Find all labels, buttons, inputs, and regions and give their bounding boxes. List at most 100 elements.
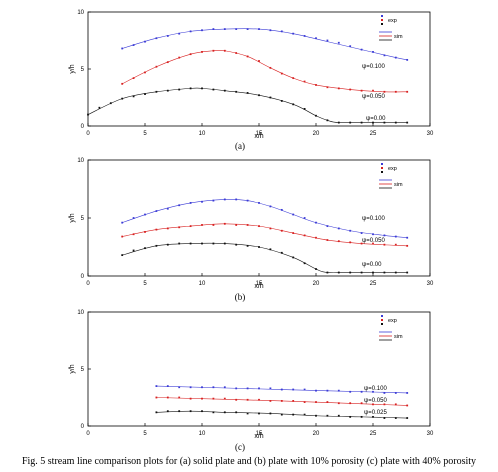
- exp-point-blue: [326, 225, 329, 228]
- legend-exp-marker: [381, 315, 383, 317]
- x-tick-label: 30: [427, 131, 434, 137]
- exp-point-black: [394, 121, 397, 124]
- exp-point-blue: [360, 232, 363, 234]
- exp-point-black: [280, 100, 283, 102]
- exp-point-red: [166, 227, 169, 230]
- exp-point-blue: [337, 227, 340, 230]
- exp-point-red: [235, 224, 238, 226]
- y-tick-label: 10: [77, 10, 84, 16]
- exp-point-red: [326, 86, 329, 89]
- exp-point-black: [98, 106, 101, 109]
- exp-point-black: [280, 413, 283, 416]
- exp-point-black: [189, 410, 192, 413]
- exp-point-red: [178, 396, 181, 399]
- exp-point-black: [303, 413, 306, 416]
- exp-point-red: [223, 397, 226, 400]
- y-tick-label: 10: [77, 310, 84, 316]
- x-tick-label: 15: [256, 131, 263, 137]
- exp-point-red: [201, 224, 203, 226]
- exp-point-red: [315, 84, 317, 86]
- exp-point-red: [144, 231, 146, 233]
- exp-point-red: [383, 90, 386, 93]
- exp-point-blue: [360, 390, 363, 393]
- exp-point-red: [121, 82, 124, 85]
- y-axis-label: y/h: [69, 64, 76, 73]
- exp-point-red: [394, 243, 397, 246]
- exp-point-blue: [189, 202, 192, 204]
- exp-point-blue: [394, 235, 397, 238]
- legend: exp sim: [379, 163, 403, 189]
- exp-point-black: [212, 411, 215, 414]
- legend-exp-label: exp: [388, 18, 397, 24]
- exp-point-red: [372, 242, 374, 245]
- series-label: ψ=0.100: [362, 216, 385, 222]
- legend-sim-label: sim: [394, 182, 403, 188]
- exp-point-blue: [155, 385, 158, 387]
- x-axis-label: x/h: [254, 433, 263, 440]
- x-tick-label: 5: [143, 431, 147, 437]
- legend-sim-label: sim: [394, 34, 403, 40]
- exp-point-red: [349, 402, 352, 405]
- exp-point-blue: [406, 392, 409, 394]
- exp-point-red: [406, 90, 409, 93]
- legend-sim-label: sim: [394, 334, 403, 340]
- exp-point-blue: [223, 198, 226, 201]
- x-tick-label: 0: [86, 131, 90, 137]
- exp-point-blue: [406, 236, 409, 239]
- exp-point-red: [292, 232, 295, 234]
- exp-point-blue: [235, 198, 238, 201]
- series-label: ψ=0.100: [362, 64, 385, 70]
- exp-point-red: [406, 404, 409, 407]
- exp-point-blue: [372, 51, 374, 53]
- y-axis-label: y/h: [69, 364, 76, 373]
- exp-point-blue: [212, 199, 215, 202]
- exp-point-red: [166, 61, 169, 64]
- exp-point-red: [315, 401, 317, 403]
- exp-point-blue: [280, 30, 283, 33]
- legend-exp-label: exp: [388, 166, 397, 172]
- exp-point-red: [144, 71, 146, 74]
- x-tick-label: 5: [143, 131, 147, 137]
- panel-label: (c): [235, 442, 245, 452]
- x-tick-label: 0: [86, 431, 90, 437]
- exp-point-black: [201, 242, 203, 245]
- y-tick-label: 0: [81, 274, 85, 280]
- exp-point-red: [360, 402, 363, 405]
- exp-point-black: [144, 93, 146, 95]
- exp-point-black: [87, 113, 89, 116]
- exp-point-blue: [178, 204, 181, 207]
- exp-point-blue: [121, 47, 124, 50]
- exp-point-blue: [235, 387, 238, 390]
- x-tick-label: 25: [370, 281, 377, 287]
- exp-point-blue: [201, 29, 203, 32]
- exp-point-black: [326, 119, 329, 122]
- exp-point-red: [372, 89, 374, 92]
- exp-point-black: [189, 87, 192, 90]
- exp-point-red: [189, 397, 192, 400]
- exp-point-black: [109, 102, 112, 105]
- exp-point-red: [349, 241, 352, 244]
- exp-point-blue: [326, 39, 329, 42]
- exp-point-blue: [258, 28, 260, 30]
- sim-line-black: [122, 242, 408, 274]
- exp-point-black: [406, 417, 409, 419]
- exp-point-blue: [292, 213, 295, 216]
- x-tick-label: 5: [143, 281, 147, 287]
- exp-point-red: [178, 226, 181, 229]
- figure-caption: Fig. 5 stream line comparison plots for …: [21, 456, 477, 467]
- exp-point-blue: [189, 30, 192, 33]
- exp-point-blue: [280, 208, 283, 211]
- exp-point-black: [132, 249, 135, 252]
- exp-point-red: [246, 55, 249, 58]
- exp-point-red: [166, 396, 169, 399]
- exp-point-blue: [394, 56, 397, 59]
- exp-point-black: [223, 411, 226, 414]
- exp-point-blue: [201, 386, 203, 389]
- legend-exp-marker: [381, 319, 383, 321]
- exp-point-blue: [246, 199, 249, 202]
- panel-label: (b): [235, 292, 246, 302]
- sim-line-blue: [122, 28, 408, 61]
- exp-point-red: [269, 227, 272, 230]
- legend-exp-label: exp: [388, 318, 397, 324]
- exp-point-red: [337, 240, 340, 243]
